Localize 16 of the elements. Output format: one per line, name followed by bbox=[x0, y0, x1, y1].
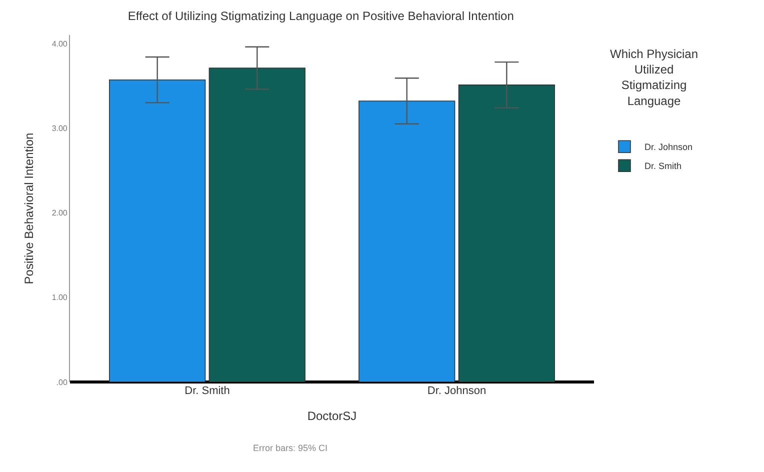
bar bbox=[208, 68, 306, 382]
legend-label: Dr. Johnson bbox=[644, 142, 693, 152]
y-axis-title: Positive Behavioral Intention bbox=[22, 132, 36, 284]
y-tick-label: 3.00 bbox=[52, 124, 68, 133]
y-tick-label: 1.00 bbox=[52, 293, 68, 302]
bar bbox=[358, 100, 456, 382]
legend-label: Dr. Smith bbox=[644, 161, 682, 172]
y-tick-label: 4.00 bbox=[52, 39, 68, 48]
y-tick-label: .00 bbox=[56, 378, 68, 387]
legend-title: Which Physician Utilized Stigmatizing Language bbox=[610, 47, 698, 108]
text: Error bars: 95% CI bbox=[253, 443, 328, 453]
bar bbox=[458, 84, 555, 382]
bar bbox=[109, 79, 206, 382]
y-tick-label: 2.00 bbox=[52, 208, 68, 218]
chart-title: Effect of Utilizing Stigmatizing Language on Positive Behavioral Intention bbox=[128, 9, 514, 24]
x-axis-title: DoctorSJ bbox=[307, 408, 357, 423]
